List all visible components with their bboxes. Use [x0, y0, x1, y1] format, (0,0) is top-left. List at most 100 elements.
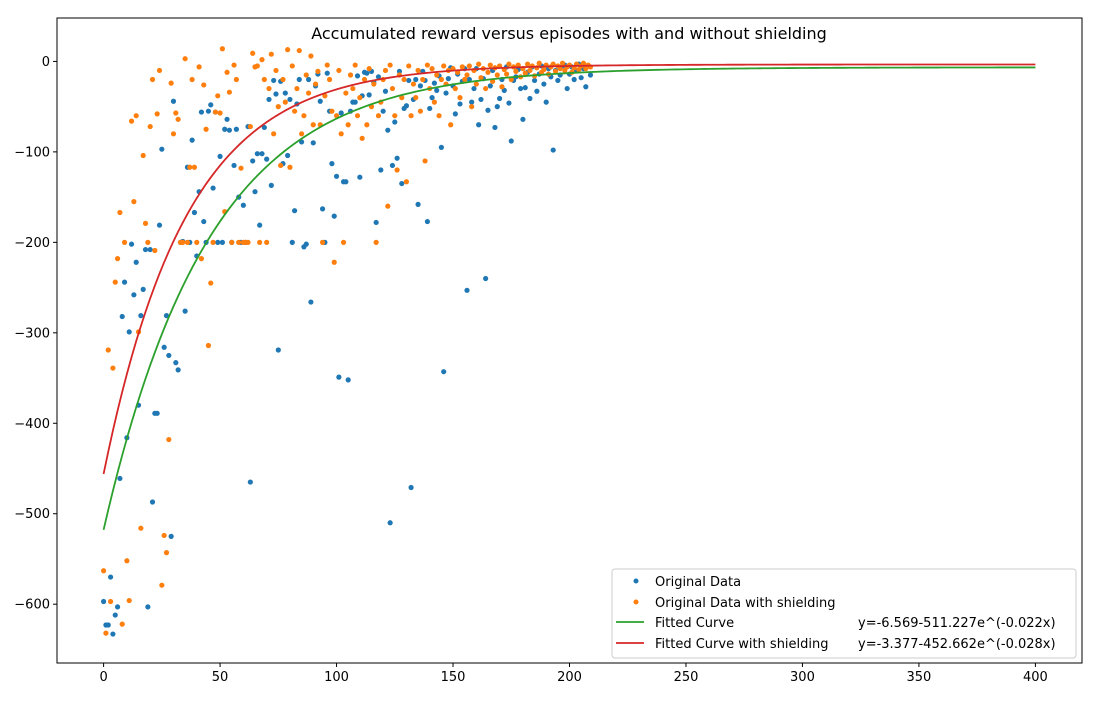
data-point-s0-199 [564, 85, 570, 92]
data-point-s0-164 [483, 275, 489, 282]
data-point-s1-146 [441, 63, 447, 69]
data-point-s1-48 [212, 109, 219, 115]
data-point-s1-3 [107, 598, 114, 605]
data-point-s1-183 [527, 67, 533, 74]
data-point-s1-4 [110, 365, 116, 371]
data-point-s0-151 [452, 111, 458, 117]
data-point-s1-162 [478, 75, 484, 81]
data-point-s0-26 [161, 344, 167, 350]
plot-frame [56, 17, 1083, 664]
data-point-s1-117 [373, 239, 379, 245]
data-point-s1-24 [156, 67, 163, 74]
data-point-s0-146 [441, 369, 447, 375]
data-point-s0-16 [138, 313, 144, 319]
data-point-s1-182 [524, 61, 531, 67]
data-point-s1-30 [170, 131, 177, 137]
data-point-s1-73 [271, 131, 277, 137]
data-point-s1-161 [476, 61, 482, 67]
data-point-s0-20 [147, 246, 153, 253]
data-point-s0-185 [531, 77, 538, 84]
data-point-s0-56 [231, 162, 237, 169]
data-point-s1-5 [112, 279, 118, 285]
data-point-s0-104 [343, 179, 349, 185]
data-point-s1-37 [187, 164, 193, 170]
data-point-s1-99 [331, 259, 337, 265]
data-point-s0-9 [121, 279, 128, 285]
data-point-s0-195 [555, 77, 561, 84]
data-point-s1-126 [394, 167, 400, 173]
data-point-s1-78 [282, 99, 288, 105]
data-point-s0-169 [494, 104, 500, 110]
data-point-s1-81 [289, 63, 295, 69]
data-point-s0-186 [534, 88, 540, 94]
data-point-s1-76 [278, 162, 284, 169]
data-point-s0-122 [385, 127, 391, 133]
data-point-s0-125 [392, 119, 398, 125]
data-point-s0-90 [310, 140, 316, 146]
data-point-s1-133 [410, 81, 417, 87]
data-point-s0-50 [217, 153, 223, 160]
data-point-s0-71 [266, 96, 272, 103]
data-point-s0-157 [466, 76, 472, 83]
data-point-s0-105 [345, 377, 351, 383]
data-point-s0-109 [354, 73, 361, 79]
data-point-s1-114 [366, 66, 372, 72]
data-point-s0-110 [357, 174, 363, 180]
y-axis: 0 −100 −200 −300 −400 −500 −600 [14, 55, 57, 613]
fitted-curve-2 [102, 66, 1036, 531]
data-point-s0-72 [268, 182, 274, 188]
data-point-s0-35 [182, 308, 188, 314]
data-point-s0-31 [173, 360, 179, 366]
data-point-s1-2 [105, 347, 111, 353]
data-point-s0-0 [100, 598, 107, 605]
data-point-s1-64 [250, 50, 256, 56]
data-point-s0-79 [285, 152, 291, 159]
data-point-s1-50 [217, 110, 223, 116]
data-point-s1-124 [389, 85, 396, 92]
data-point-s0-147 [443, 90, 449, 96]
data-point-s1-107 [350, 85, 356, 92]
data-point-s1-19 [145, 239, 151, 245]
data-point-s0-119 [378, 167, 384, 173]
legend-equation-fitted-shielding: y=-3.377-452.662e^(-0.028x) [858, 637, 1056, 652]
data-point-s0-68 [259, 151, 265, 157]
data-point-s1-91 [312, 81, 319, 87]
data-point-s0-202 [571, 76, 577, 83]
data-point-s1-58 [236, 239, 242, 245]
data-point-s1-84 [296, 47, 302, 54]
data-point-s0-74 [273, 91, 279, 97]
data-point-s1-8 [119, 621, 125, 627]
data-point-s0-156 [464, 287, 470, 293]
data-point-s1-63 [247, 123, 253, 130]
data-point-s1-92 [315, 68, 321, 74]
data-point-s1-77 [280, 76, 286, 83]
data-point-s1-125 [392, 113, 398, 119]
data-point-s1-130 [403, 179, 410, 185]
data-point-s0-181 [522, 85, 528, 91]
data-point-s0-85 [299, 139, 305, 145]
data-point-s0-158 [469, 99, 475, 105]
data-point-s1-143 [434, 72, 440, 78]
data-point-s0-102 [338, 110, 344, 116]
data-point-s1-28 [166, 436, 172, 443]
data-point-s1-12 [128, 118, 135, 124]
data-point-s1-142 [431, 99, 437, 105]
data-point-s0-101 [336, 374, 342, 380]
data-point-s1-42 [198, 256, 205, 262]
data-point-s1-87 [303, 72, 309, 78]
data-point-s1-118 [375, 113, 382, 119]
data-point-s0-128 [399, 180, 405, 187]
data-point-s1-90 [310, 122, 316, 128]
data-point-s1-16 [138, 525, 144, 531]
data-point-s1-166 [487, 62, 493, 68]
data-point-s1-111 [359, 135, 365, 141]
data-point-s1-174 [506, 61, 512, 67]
data-point-s0-52 [222, 126, 228, 132]
data-point-s0-42 [198, 109, 205, 115]
data-point-s1-156 [464, 72, 470, 78]
data-point-s1-135 [415, 67, 421, 74]
data-point-s1-13 [131, 199, 137, 205]
data-point-s0-63 [247, 479, 253, 485]
data-point-s1-194 [552, 68, 559, 74]
